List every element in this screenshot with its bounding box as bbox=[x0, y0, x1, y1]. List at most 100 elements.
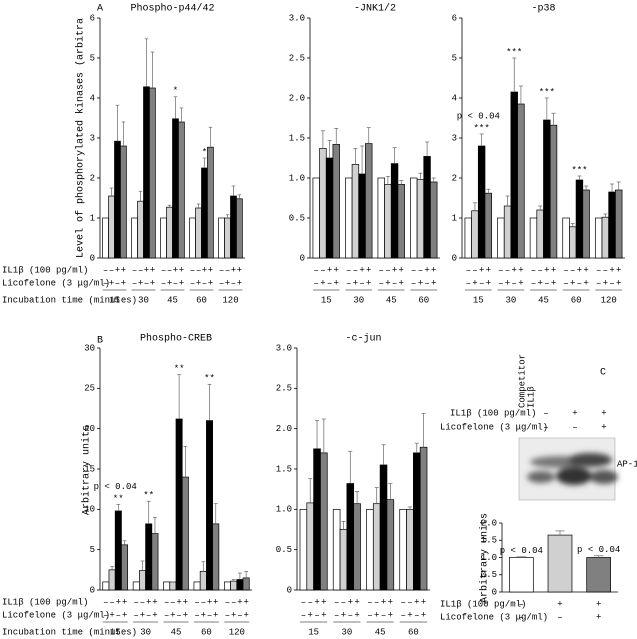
bar bbox=[299, 508, 308, 591]
bar bbox=[536, 209, 544, 259]
sign: – bbox=[146, 610, 151, 620]
sign: + bbox=[231, 265, 236, 275]
y-tick-label: 2.0 bbox=[481, 518, 497, 528]
y-tick-label: 2.5 bbox=[276, 384, 292, 394]
sign: + bbox=[144, 265, 149, 275]
sign: – bbox=[225, 610, 230, 620]
sign: – bbox=[116, 610, 121, 620]
sign: + bbox=[385, 278, 390, 288]
sign: + bbox=[601, 422, 606, 432]
sign: + bbox=[173, 265, 178, 275]
sign: + bbox=[537, 278, 542, 288]
sign: – bbox=[320, 265, 325, 275]
bar bbox=[471, 210, 479, 259]
bar bbox=[419, 446, 428, 591]
y-tick-label: 5 bbox=[90, 545, 95, 555]
sign: – bbox=[109, 597, 114, 607]
row-label: IL1β (100 pg/ml) bbox=[450, 408, 536, 418]
sign: – bbox=[479, 278, 484, 288]
sign: + bbox=[407, 610, 412, 620]
bar bbox=[114, 510, 122, 591]
sign: – bbox=[379, 265, 384, 275]
bar bbox=[102, 581, 110, 591]
sign: – bbox=[161, 278, 166, 288]
y-tick-label: 2.5 bbox=[289, 53, 305, 63]
x-tick-label: 45 bbox=[375, 627, 386, 637]
p-value: p < 0.04 bbox=[500, 546, 543, 556]
sign: – bbox=[563, 278, 568, 288]
bar bbox=[223, 581, 231, 591]
sign: – bbox=[103, 610, 108, 620]
bar bbox=[345, 177, 353, 259]
sign: + bbox=[374, 610, 379, 620]
sign: + bbox=[140, 610, 145, 620]
panel-label: C bbox=[600, 368, 606, 379]
sign: – bbox=[385, 265, 390, 275]
y-tick-label: 1.5 bbox=[276, 464, 292, 474]
bar bbox=[351, 164, 360, 259]
sign: + bbox=[334, 265, 339, 275]
sign: – bbox=[103, 597, 108, 607]
bar bbox=[377, 177, 385, 259]
bar bbox=[410, 177, 418, 259]
bar bbox=[423, 156, 431, 259]
bar bbox=[236, 198, 243, 259]
bar bbox=[346, 483, 355, 591]
x-tick-label: 15 bbox=[473, 295, 484, 305]
y-tick-label: 0.5 bbox=[289, 213, 305, 223]
sign: – bbox=[144, 278, 149, 288]
sign: – bbox=[161, 265, 166, 275]
bar bbox=[169, 581, 177, 591]
sign: – bbox=[164, 597, 169, 607]
bar bbox=[615, 189, 623, 259]
y-tick-label: 6 bbox=[452, 13, 457, 23]
bar bbox=[332, 144, 340, 259]
x-tick-label: 30 bbox=[505, 295, 516, 305]
sign: + bbox=[421, 597, 426, 607]
sign: – bbox=[367, 597, 372, 607]
sign: + bbox=[399, 265, 404, 275]
sign: + bbox=[424, 265, 429, 275]
x-tick-label: 45 bbox=[386, 295, 397, 305]
sign: – bbox=[103, 278, 108, 288]
bar bbox=[510, 91, 518, 259]
sign: – bbox=[314, 265, 319, 275]
row-label: IL1β (100 pg/ml) bbox=[440, 599, 526, 609]
bar bbox=[212, 523, 220, 591]
sign: + bbox=[121, 278, 126, 288]
sign: – bbox=[596, 265, 601, 275]
row-label: Licofelone (3 μg/ml) bbox=[2, 278, 110, 288]
sign: + bbox=[596, 612, 601, 622]
y-tick-label: 5 bbox=[90, 53, 95, 63]
sign: – bbox=[374, 597, 379, 607]
bar bbox=[547, 534, 573, 593]
sign: + bbox=[237, 265, 242, 275]
sign: – bbox=[543, 422, 548, 432]
bar bbox=[166, 206, 173, 259]
bar bbox=[379, 464, 388, 591]
sign: + bbox=[308, 610, 313, 620]
p-value: p < 0.04 bbox=[577, 545, 620, 555]
bar bbox=[312, 177, 320, 259]
sign: + bbox=[314, 597, 319, 607]
sign: – bbox=[207, 610, 212, 620]
y-tick-label: 10 bbox=[84, 505, 95, 515]
sign: + bbox=[237, 278, 242, 288]
bar bbox=[416, 179, 425, 259]
bar bbox=[178, 121, 185, 259]
bar bbox=[131, 217, 138, 259]
sign: – bbox=[109, 265, 114, 275]
sign: – bbox=[190, 265, 195, 275]
blot-bands bbox=[527, 453, 618, 485]
sign: + bbox=[609, 265, 614, 275]
bar bbox=[160, 217, 167, 259]
bar bbox=[108, 195, 115, 259]
x-tick-label: 60 bbox=[196, 295, 207, 305]
sign: – bbox=[346, 265, 351, 275]
bar bbox=[172, 118, 179, 259]
significance: *** bbox=[474, 123, 490, 133]
sign: – bbox=[557, 612, 562, 622]
bar bbox=[121, 544, 129, 591]
sign: + bbox=[179, 278, 184, 288]
bar bbox=[149, 87, 156, 259]
